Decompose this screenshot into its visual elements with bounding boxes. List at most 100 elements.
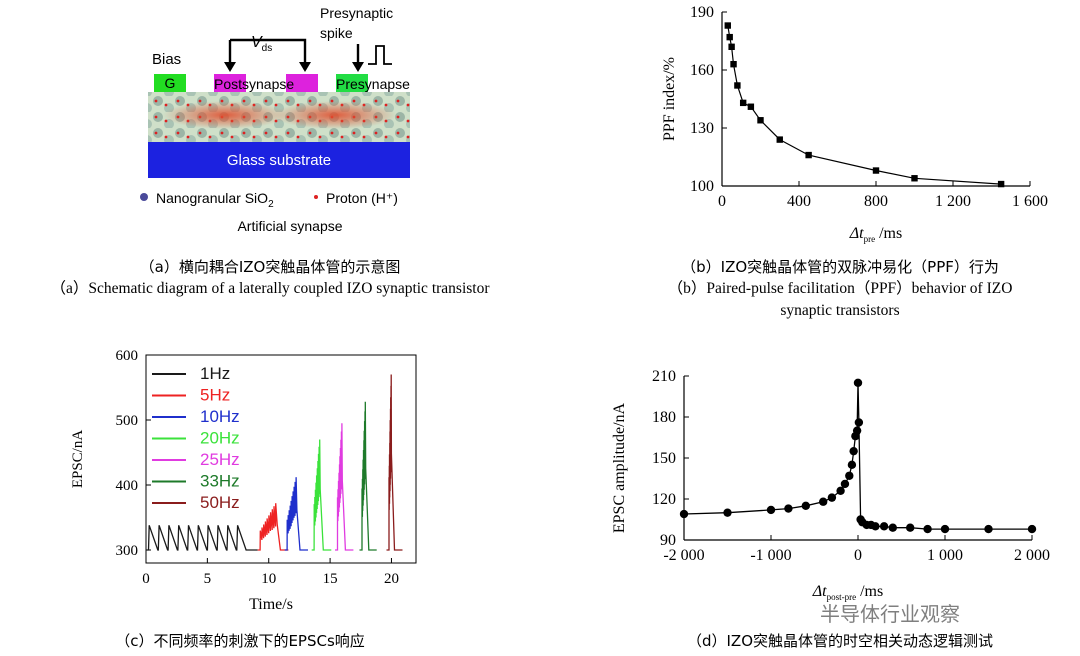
ppf-data-point — [757, 117, 764, 124]
glass-substrate — [148, 142, 410, 178]
epsc-data-point — [679, 509, 689, 519]
substrate-label: Glass substrate — [227, 152, 331, 169]
legend-label-10hz: 10Hz — [200, 407, 240, 426]
presynaptic-spike-label: Presynaptic spike — [320, 5, 393, 41]
proton-legend-icon — [314, 195, 318, 199]
epsc-data-point — [766, 505, 776, 515]
series-25hz-line — [335, 423, 354, 551]
plot-frame — [145, 354, 417, 564]
proton-legend: Proton (H⁺) — [326, 190, 398, 206]
gate-electrode — [154, 74, 186, 92]
caption-d: （d）IZO突触晶体管的时空相关动态逻辑测试 — [610, 630, 1070, 652]
x-tick-label: 1 200 — [935, 193, 971, 210]
y-tick-label: 500 — [116, 413, 139, 429]
ppf-series-line — [727, 25, 1002, 185]
caption-d-cn: （d）IZO突触晶体管的时空相关动态逻辑测试 — [686, 632, 994, 650]
x-axis-label: Δtpre /ms — [849, 225, 902, 244]
chart-c-epsc: 0 5 10 15 20 300 400 500 600 1Hz 5Hz 10Hz 20Hz 25Hz 33… — [60, 345, 430, 620]
legend-label-20hz: 20Hz — [200, 429, 240, 448]
caption-b-en: （b）Paired-pulse facilitation（PPF）behavio… — [667, 280, 1013, 319]
x-tick-label: 0 — [718, 193, 726, 210]
x-tick-label: 10 — [261, 571, 276, 587]
ppf-data-point — [730, 61, 737, 68]
y-tick-label: 600 — [116, 348, 139, 364]
ppf-data-point — [734, 82, 741, 89]
y-axis-label: EPSC amplitude/nA — [611, 402, 628, 533]
epsc-data-point — [836, 486, 845, 495]
x-tick-label: -1 000 — [750, 547, 791, 564]
series-10hz-line — [284, 477, 308, 551]
caption-b: （b）IZO突触晶体管的双脉冲易化（PPF）行为 （b）Paired-pulse… — [620, 256, 1060, 322]
series-20hz-line — [311, 439, 332, 551]
proton-glow-left — [163, 101, 287, 129]
x-tick-label: 2 000 — [1014, 547, 1050, 564]
presynapse-electrode — [336, 74, 368, 92]
epsc-data-point — [984, 524, 993, 534]
caption-a-en: （a）Schematic diagram of a laterally coup… — [50, 280, 490, 297]
ppf-data-point — [872, 167, 880, 174]
epsc-data-point — [852, 426, 862, 435]
y-axis-label: PPF index/% — [661, 57, 678, 141]
watermark: 半导体行业观察 — [820, 602, 960, 626]
postsynapse-electrode-left — [214, 74, 246, 92]
y-tick-label: 160 — [690, 62, 714, 79]
ppf-data-point — [997, 180, 1005, 188]
x-tick-label: 800 — [864, 193, 888, 210]
x-tick-label: 0 — [142, 571, 150, 587]
ppf-data-point — [724, 22, 731, 29]
gate-label: G — [165, 75, 176, 91]
series-5hz-line — [257, 503, 289, 551]
epsc-data-point — [906, 523, 915, 532]
y-axis-label: EPSC/nA — [70, 430, 86, 489]
y-tick-label: 130 — [690, 120, 714, 137]
caption-c: （c）不同频率的刺激下的EPSCs响应 — [20, 630, 460, 652]
caption-b-cn: （b）IZO突触晶体管的双脉冲易化（PPF）行为 — [681, 258, 999, 276]
vds-label: Vds — [251, 34, 272, 54]
chart-b-ppf: 0 400 800 1 200 1 600 100 130 160 190 PPF index/%… — [650, 0, 1050, 250]
y-tick-label: 190 — [690, 4, 714, 21]
x-tick-label: 0 — [854, 547, 862, 564]
legend-label-25hz: 25Hz — [200, 450, 240, 469]
epsc-data-point — [827, 493, 837, 502]
ppf-data-point — [728, 43, 735, 50]
sio2-legend-icon — [140, 193, 148, 201]
series-1hz-line — [146, 525, 258, 551]
x-tick-label: 5 — [204, 571, 212, 587]
epsc-data-point — [847, 460, 857, 470]
legend-label-1hz: 1Hz — [200, 364, 230, 383]
legend-label-33hz: 33Hz — [200, 472, 240, 491]
epsc-data-point — [923, 524, 932, 534]
caption-a-cn: （a）横向耦合IZO突触晶体管的示意图 — [139, 258, 401, 276]
caption-a: （a）横向耦合IZO突触晶体管的示意图 （a）Schematic diagram… — [10, 256, 530, 300]
epsc-data-point — [940, 524, 950, 534]
y-tick-label: 400 — [116, 478, 139, 494]
y-tick-label: 100 — [690, 178, 714, 195]
chart-d-logic: -2 000 -1 000 0 1 000 2 000 90 120 150 180 210 EPS… — [600, 360, 1060, 620]
presynapse-label: Presynapse — [336, 76, 410, 92]
series-33hz-line — [359, 401, 377, 551]
epsc-data-point — [845, 471, 854, 480]
series-50hz-line — [386, 374, 403, 551]
y-tick-label: 180 — [652, 409, 676, 426]
postsynapse-electrode-right — [286, 74, 318, 92]
epsc-series-line — [683, 382, 1032, 530]
legend-label-5hz: 5Hz — [200, 386, 230, 405]
epsc-data-point — [840, 479, 850, 489]
spike-pulse-icon — [368, 45, 392, 65]
x-tick-label: 20 — [384, 571, 399, 587]
bias-label: Bias — [152, 51, 181, 68]
y-tick-label: 150 — [652, 450, 676, 467]
schematic-title: Artificial synapse — [237, 218, 342, 234]
ppf-data-point — [739, 99, 747, 107]
ppf-data-point — [911, 175, 918, 182]
epsc-data-point — [784, 504, 793, 513]
x-tick-label: 15 — [323, 571, 338, 587]
y-tick-label: 120 — [652, 491, 676, 508]
ppf-data-point — [805, 151, 812, 159]
x-tick-label: 1 600 — [1012, 193, 1048, 210]
epsc-data-point — [801, 501, 810, 511]
x-axis-label: Δtpost-pre /ms — [812, 583, 883, 602]
ppf-data-point — [776, 136, 783, 143]
epsc-data-point — [879, 522, 889, 531]
postsynapse-label: Postsynapse — [214, 76, 294, 92]
